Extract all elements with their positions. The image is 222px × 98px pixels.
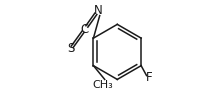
Text: CH₃: CH₃	[92, 80, 113, 90]
Text: C: C	[81, 23, 89, 36]
Text: F: F	[146, 71, 153, 84]
Text: N: N	[94, 4, 102, 17]
Text: S: S	[67, 43, 74, 55]
